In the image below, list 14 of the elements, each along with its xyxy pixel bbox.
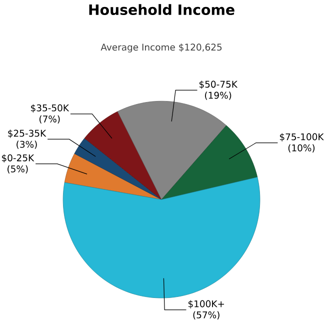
slice-label: $50-75K xyxy=(199,80,238,90)
slice-label: $100K+ xyxy=(188,300,224,309)
slice-label: $25-35K xyxy=(8,130,46,138)
chart-subtitle: Average Income $120,625 xyxy=(100,44,222,53)
data-label: (57%) xyxy=(193,311,220,320)
data-label: (10%) xyxy=(288,144,315,153)
slice-label: $0-25K xyxy=(2,154,34,163)
slice-label: $75-100K xyxy=(280,133,324,142)
data-label: (19%) xyxy=(205,92,232,100)
data-label: (5%) xyxy=(8,165,28,174)
chart-title: Household Income xyxy=(89,4,234,16)
slice-label: $35-50K xyxy=(31,104,70,113)
data-label: (7%) xyxy=(40,115,60,124)
data-label: (3%) xyxy=(16,140,37,150)
